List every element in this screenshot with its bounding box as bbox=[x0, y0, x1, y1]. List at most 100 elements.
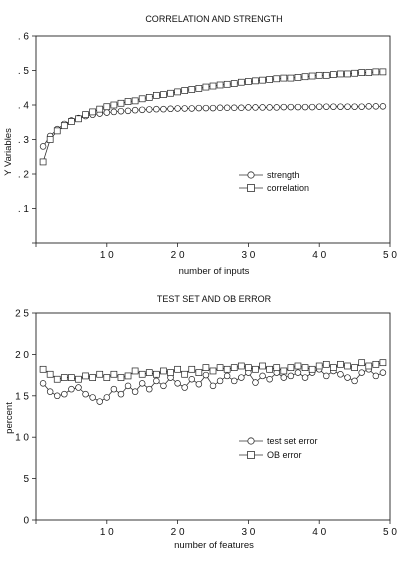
data-point-strength bbox=[245, 104, 252, 111]
y-tick-label: . 4 bbox=[18, 101, 30, 112]
x-tick-label: 3 0 bbox=[241, 527, 255, 538]
data-point-correlation bbox=[351, 69, 358, 77]
data-point-ob-error bbox=[153, 370, 160, 378]
data-point-test-set-error bbox=[372, 372, 380, 380]
x-tick-label: 2 0 bbox=[171, 250, 185, 261]
data-point-correlation bbox=[46, 136, 54, 143]
data-point-ob-error bbox=[273, 364, 281, 371]
data-point-correlation bbox=[138, 95, 146, 103]
data-point-correlation bbox=[301, 73, 309, 81]
data-point-ob-error bbox=[344, 362, 351, 370]
data-point-test-set-error bbox=[75, 384, 82, 391]
data-point-strength bbox=[131, 106, 139, 114]
data-point-test-set-error bbox=[82, 390, 89, 398]
data-point-ob-error bbox=[237, 362, 245, 370]
data-point-correlation bbox=[259, 76, 266, 84]
data-point-test-set-error bbox=[39, 380, 47, 387]
data-point-correlation bbox=[209, 82, 217, 90]
data-point-correlation bbox=[202, 83, 210, 91]
data-point-strength bbox=[110, 108, 118, 116]
data-point-ob-error bbox=[372, 360, 380, 368]
data-point-correlation bbox=[372, 68, 380, 76]
data-point-test-set-error bbox=[46, 388, 54, 395]
data-point-strength bbox=[223, 104, 231, 112]
data-point-strength bbox=[273, 104, 280, 111]
data-point-test-set-error bbox=[280, 374, 288, 381]
data-point-test-set-error bbox=[61, 390, 68, 398]
y-tick-label: 1 0 bbox=[15, 433, 29, 444]
data-point-strength bbox=[103, 109, 111, 116]
y-tick-label: 2 0 bbox=[15, 350, 29, 361]
data-point-strength bbox=[337, 103, 344, 110]
data-point-strength bbox=[160, 105, 167, 113]
x-tick-label: 1 0 bbox=[100, 527, 114, 538]
data-point-ob-error bbox=[287, 364, 295, 371]
data-point-ob-error bbox=[82, 372, 89, 380]
data-point-correlation bbox=[322, 71, 330, 79]
data-point-strength bbox=[351, 103, 358, 110]
data-point-strength bbox=[181, 105, 188, 112]
data-point-ob-error bbox=[138, 370, 146, 378]
data-point-ob-error bbox=[379, 359, 387, 367]
x-tick-label: 4 0 bbox=[312, 250, 326, 261]
data-point-test-set-error bbox=[379, 369, 387, 376]
data-point-correlation bbox=[153, 91, 160, 99]
data-point-correlation bbox=[358, 69, 366, 76]
legend: test set error OB error bbox=[239, 436, 318, 460]
data-point-test-set-error bbox=[124, 382, 132, 390]
x-tick-label: 5 0 bbox=[383, 527, 397, 538]
data-point-correlation bbox=[266, 76, 273, 83]
data-point-correlation bbox=[280, 74, 288, 82]
data-point-strength bbox=[266, 104, 273, 111]
data-point-ob-error bbox=[96, 370, 104, 378]
data-point-ob-error bbox=[245, 364, 252, 371]
data-point-test-set-error bbox=[181, 384, 188, 391]
data-point-ob-error bbox=[124, 372, 132, 380]
data-point-ob-error bbox=[322, 360, 330, 368]
data-point-correlation bbox=[344, 70, 351, 78]
data-point-strength bbox=[330, 103, 337, 110]
series-layer bbox=[39, 68, 387, 166]
data-point-strength bbox=[39, 143, 47, 150]
data-point-ob-error bbox=[294, 362, 302, 370]
data-point-test-set-error bbox=[252, 379, 259, 386]
data-point-ob-error bbox=[330, 364, 337, 371]
y-axis-label: Y Variables bbox=[3, 128, 14, 176]
data-point-strength bbox=[153, 105, 160, 113]
legend-label-ob-error: OB error bbox=[267, 450, 302, 460]
data-point-correlation bbox=[237, 78, 245, 86]
data-point-ob-error bbox=[280, 367, 288, 375]
x-tick-label: 3 0 bbox=[241, 250, 255, 261]
data-point-test-set-error bbox=[259, 372, 266, 380]
data-point-correlation bbox=[160, 91, 167, 99]
legend-label-correlation: correlation bbox=[267, 183, 309, 193]
data-point-test-set-error bbox=[209, 382, 217, 390]
data-point-strength bbox=[174, 105, 181, 112]
data-point-correlation bbox=[330, 71, 337, 78]
data-point-ob-error bbox=[68, 374, 75, 381]
chart-title: CORRELATION AND STRENGTH bbox=[145, 14, 282, 24]
data-point-test-set-error bbox=[68, 385, 75, 393]
y-tick-label: . 6 bbox=[18, 32, 30, 43]
data-point-ob-error bbox=[160, 367, 167, 375]
data-point-strength bbox=[301, 103, 309, 111]
data-point-ob-error bbox=[209, 367, 217, 375]
axis-ticks: 1 0 2 0 3 0 4 0 5 0 . 1 . 2 . 3 . 4 . 5 . 6 bbox=[18, 32, 398, 262]
data-point-test-set-error bbox=[195, 380, 203, 388]
data-point-ob-error bbox=[259, 362, 266, 370]
data-point-strength bbox=[117, 107, 125, 115]
data-point-test-set-error bbox=[188, 375, 196, 383]
data-point-correlation bbox=[174, 88, 181, 96]
data-point-strength bbox=[124, 107, 132, 115]
legend-label-test-set-error: test set error bbox=[267, 436, 318, 446]
data-point-correlation bbox=[60, 122, 68, 130]
data-point-ob-error bbox=[252, 365, 259, 373]
data-point-correlation bbox=[315, 71, 323, 79]
data-point-strength bbox=[308, 103, 316, 111]
data-point-test-set-error bbox=[344, 374, 351, 381]
data-point-strength bbox=[216, 104, 224, 112]
x-tick-label: 5 0 bbox=[383, 250, 397, 261]
data-point-ob-error bbox=[202, 364, 210, 371]
data-point-strength bbox=[146, 106, 153, 113]
